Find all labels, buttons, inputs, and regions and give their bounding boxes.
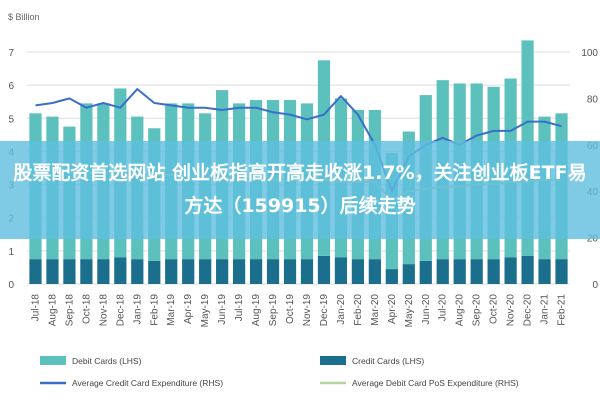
x-tick-label: Jul-20: [438, 294, 449, 322]
x-tick-label: Sep-20: [472, 294, 483, 327]
x-tick-label: Jan-21: [540, 294, 551, 325]
headline-banner: 股票配资首选网站 创业板指高开高走收涨1.7%，关注创业板ETF易方达（1599…: [0, 141, 600, 239]
credit-card-bar: [351, 259, 364, 284]
credit-card-bar: [368, 259, 381, 284]
x-tick-label: Mar-20: [370, 294, 381, 326]
credit-card-bar: [385, 269, 398, 284]
credit-card-bar: [131, 259, 144, 284]
credit-card-bar: [487, 259, 500, 284]
left-tick-label: 5: [8, 114, 14, 125]
x-tick-label: Jul-18: [30, 294, 41, 322]
legend-label: Credit Cards (LHS): [352, 356, 424, 366]
credit-card-bar: [266, 259, 280, 284]
credit-card-bar: [97, 259, 110, 284]
x-tick-label: Aug-20: [455, 294, 466, 327]
x-tick-label: Dec-18: [115, 294, 126, 327]
credit-card-bar: [46, 259, 59, 284]
x-tick-label: Oct-18: [81, 294, 92, 324]
x-tick-label: Mar-19: [166, 294, 177, 326]
x-tick-label: May-19: [200, 294, 211, 328]
legend-label: Debit Cards (LHS): [72, 356, 142, 366]
credit-card-bar: [63, 259, 76, 284]
right-tick-label: 100: [581, 48, 598, 59]
credit-card-bar: [300, 259, 314, 284]
credit-card-bar: [29, 259, 42, 284]
x-tick-label: Aug-19: [251, 294, 262, 327]
x-tick-label: Jul-19: [234, 294, 245, 322]
credit-card-bar: [317, 255, 331, 284]
x-tick-label: Nov-19: [302, 294, 313, 327]
credit-card-bar: [538, 259, 551, 284]
credit-card-bar: [453, 259, 466, 284]
x-tick-label: Jun-20: [421, 294, 432, 325]
x-tick-label: Feb-19: [149, 294, 160, 326]
legend-label: Average Debit Card PoS Expenditure (RHS): [352, 378, 519, 388]
x-tick-label: Jun-19: [217, 294, 228, 325]
x-tick-label: Sep-18: [64, 294, 75, 327]
credit-card-expenditure-line: [35, 88, 562, 193]
credit-card-bar: [521, 255, 534, 284]
x-tick-label: Nov-20: [506, 294, 517, 327]
x-tick-label: Sep-19: [268, 294, 279, 327]
credit-card-bar: [233, 259, 246, 284]
credit-card-bar: [504, 257, 517, 284]
x-axis-ticks: Jul-18 Aug-18 Sep-18 Oct-18 Nov-18 Dec-18 Jan-…: [30, 294, 567, 328]
right-tick-label: 20: [587, 234, 599, 245]
credit-card-bar: [436, 259, 449, 284]
credit-card-bar: [80, 259, 93, 284]
right-tick-label: 0: [592, 280, 598, 291]
legend-swatch: [40, 356, 66, 365]
x-tick-label: Dec-20: [523, 294, 534, 327]
credit-card-bar: [402, 264, 415, 284]
legend-label: Average Credit Card Expenditure (RHS): [72, 378, 223, 388]
credit-card-bar: [114, 257, 127, 284]
credit-card-bar: [419, 260, 432, 284]
x-tick-label: May-20: [404, 294, 415, 328]
x-tick-label: Dec-19: [319, 294, 330, 327]
left-tick-label: 6: [8, 81, 14, 92]
left-axis-unit-label: $ Billion: [8, 12, 40, 22]
legend-swatch: [320, 356, 346, 365]
credit-card-bar: [334, 257, 348, 284]
x-tick-label: Aug-18: [47, 294, 58, 327]
x-tick-label: Nov-18: [98, 294, 109, 327]
left-tick-label: 1: [8, 247, 14, 258]
x-tick-label: Jan-19: [132, 294, 143, 325]
legend: Debit Cards (LHS) Credit Cards (LHS) Avera…: [40, 356, 519, 388]
credit-card-bar: [148, 260, 161, 284]
credit-card-bar: [165, 259, 178, 284]
right-tick-label: 80: [587, 94, 599, 105]
x-tick-label: Jan-20: [336, 294, 347, 325]
credit-card-bar: [470, 259, 483, 284]
x-tick-label: Feb-20: [353, 294, 364, 326]
headline-text: 股票配资首选网站 创业板指高开高走收涨1.7%，关注创业板ETF易方达（1599…: [13, 162, 587, 217]
credit-card-bar: [555, 259, 568, 284]
credit-card-bar: [182, 259, 195, 284]
x-tick-label: Oct-19: [285, 294, 296, 324]
x-tick-label: Apr-19: [183, 294, 194, 324]
credit-card-bar: [216, 259, 229, 284]
x-tick-label: Oct-20: [489, 294, 500, 324]
left-tick-label: 7: [8, 48, 14, 59]
x-tick-label: Feb-21: [557, 294, 568, 326]
credit-card-bar: [283, 259, 297, 284]
x-tick-label: Apr-20: [387, 294, 398, 324]
credit-card-bar: [249, 259, 263, 284]
left-tick-label: 0: [8, 280, 14, 291]
credit-card-bar: [199, 259, 212, 284]
